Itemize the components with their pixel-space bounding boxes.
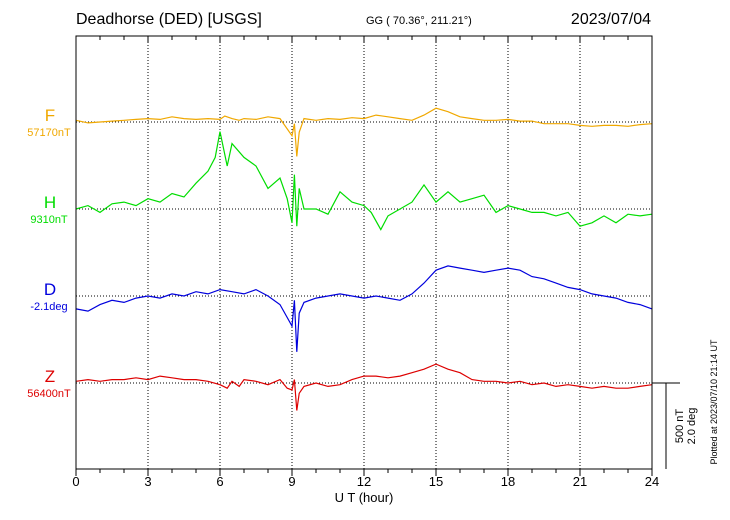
plotted-at-note: Plotted at 2023/07/10 21:14 UT	[709, 339, 719, 465]
x-tick-label: 21	[573, 474, 587, 489]
trace-h	[75, 131, 653, 231]
baseline-label-h: 9310nT	[30, 214, 68, 226]
x-tick-label: 0	[72, 474, 79, 489]
x-tick-label: 18	[501, 474, 515, 489]
series-name-d: D	[44, 280, 56, 299]
x-tick-label: 6	[216, 474, 223, 489]
station-title: Deadhorse (DED) [USGS]	[76, 11, 262, 28]
x-tick-label: 24	[645, 474, 659, 489]
trace-d	[75, 265, 653, 352]
series-name-h: H	[44, 193, 56, 212]
plot-date: 2023/07/04	[570, 11, 651, 28]
baseline-label-d: -2.1deg	[30, 301, 67, 313]
scale-bar: 500 nT 2.0 deg	[652, 382, 698, 469]
baseline-label-f: 57170nT	[27, 127, 71, 139]
series-name-z: Z	[45, 367, 55, 386]
geographic-coordinates: GG ( 70.36°, 211.21°)	[366, 15, 472, 27]
scale-bar-deg: 2.0 deg	[686, 408, 698, 445]
baseline-label-z: 56400nT	[27, 388, 71, 400]
x-tick-label: 12	[357, 474, 371, 489]
trace-f	[75, 107, 653, 157]
x-tick-label: 3	[144, 474, 151, 489]
trace-z	[75, 363, 653, 411]
x-tick-label: 15	[429, 474, 443, 489]
x-tick-label: 9	[288, 474, 295, 489]
scale-bar-nt: 500 nT	[674, 409, 686, 444]
x-axis-label: U T (hour)	[335, 490, 394, 505]
series-name-f: F	[45, 106, 55, 125]
